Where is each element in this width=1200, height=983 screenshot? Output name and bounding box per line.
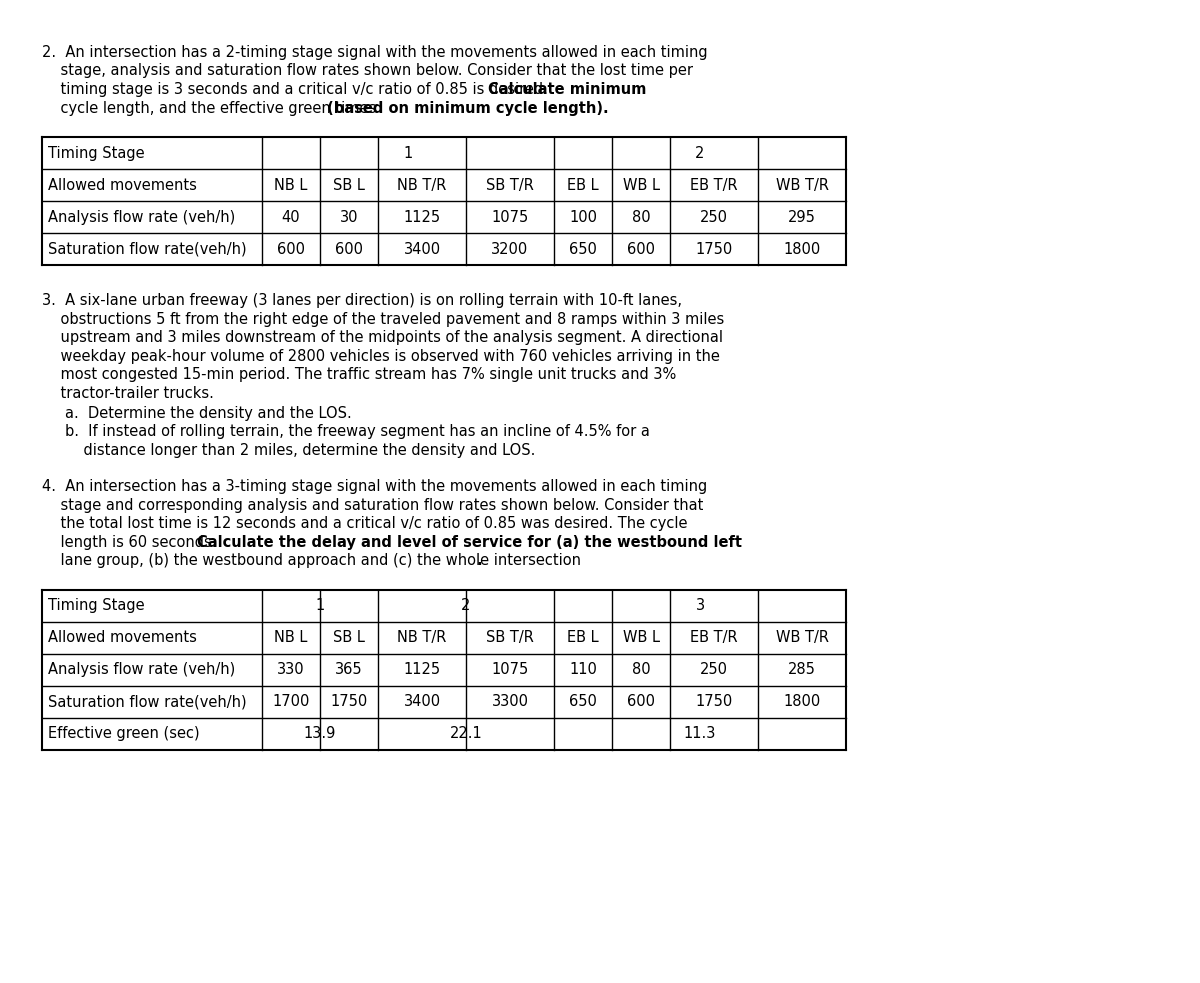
Text: 650: 650 — [569, 242, 596, 257]
Text: 1750: 1750 — [695, 695, 733, 710]
Text: 2: 2 — [461, 599, 470, 613]
Text: 3300: 3300 — [492, 695, 528, 710]
Text: 285: 285 — [788, 663, 816, 677]
Text: distance longer than 2 miles, determine the density and LOS.: distance longer than 2 miles, determine … — [65, 443, 535, 458]
Text: 1700: 1700 — [272, 695, 310, 710]
Text: 3200: 3200 — [491, 242, 529, 257]
Text: 2: 2 — [695, 145, 704, 160]
Text: SB T/R: SB T/R — [486, 178, 534, 193]
Text: 22.1: 22.1 — [450, 726, 482, 741]
Text: 4.  An intersection has a 3-timing stage signal with the movements allowed in ea: 4. An intersection has a 3-timing stage … — [42, 480, 707, 494]
Text: 295: 295 — [788, 209, 816, 224]
Text: 250: 250 — [700, 663, 728, 677]
Text: 3: 3 — [696, 599, 704, 613]
Text: NB T/R: NB T/R — [397, 630, 446, 646]
Text: stage, analysis and saturation flow rates shown below. Consider that the lost ti: stage, analysis and saturation flow rate… — [42, 64, 694, 79]
Text: 1: 1 — [403, 145, 413, 160]
Text: 80: 80 — [631, 663, 650, 677]
Text: 30: 30 — [340, 209, 359, 224]
Text: Allowed movements: Allowed movements — [48, 630, 197, 646]
Text: 110: 110 — [569, 663, 596, 677]
Text: Calculate the delay and level of service for (a) the westbound left: Calculate the delay and level of service… — [197, 535, 742, 550]
Text: 600: 600 — [335, 242, 364, 257]
Text: WB T/R: WB T/R — [775, 630, 828, 646]
Text: 100: 100 — [569, 209, 598, 224]
Text: most congested 15-min period. The traffic stream has 7% single unit trucks and 3: most congested 15-min period. The traffi… — [42, 367, 677, 382]
Text: 3400: 3400 — [403, 695, 440, 710]
Text: WB L: WB L — [623, 178, 660, 193]
Text: Calculate minimum: Calculate minimum — [488, 82, 647, 97]
Text: Timing Stage: Timing Stage — [48, 599, 145, 613]
Text: EB L: EB L — [568, 178, 599, 193]
Text: EB L: EB L — [568, 630, 599, 646]
Text: length is 60 seconds.: length is 60 seconds. — [42, 535, 221, 550]
Text: stage and corresponding analysis and saturation flow rates shown below. Consider: stage and corresponding analysis and sat… — [42, 498, 703, 513]
Text: 1075: 1075 — [491, 209, 529, 224]
Text: 1: 1 — [316, 599, 325, 613]
Text: cycle length, and the effective green times: cycle length, and the effective green ti… — [42, 100, 377, 115]
Text: SB L: SB L — [334, 630, 365, 646]
Text: a.  Determine the density and the LOS.: a. Determine the density and the LOS. — [65, 406, 352, 421]
Text: 1125: 1125 — [403, 663, 440, 677]
Text: WB L: WB L — [623, 630, 660, 646]
Text: 600: 600 — [628, 242, 655, 257]
Text: EB T/R: EB T/R — [690, 178, 738, 193]
Text: 1075: 1075 — [491, 663, 529, 677]
Text: EB T/R: EB T/R — [690, 630, 738, 646]
Text: the total lost time is 12 seconds and a critical v/c ratio of 0.85 was desired. : the total lost time is 12 seconds and a … — [42, 516, 688, 532]
Text: 13.9: 13.9 — [304, 726, 336, 741]
Text: SB T/R: SB T/R — [486, 630, 534, 646]
Text: NB L: NB L — [275, 178, 307, 193]
Text: obstructions 5 ft from the right edge of the traveled pavement and 8 ramps withi: obstructions 5 ft from the right edge of… — [42, 312, 725, 326]
Text: 3.  A six-lane urban freeway (3 lanes per direction) is on rolling terrain with : 3. A six-lane urban freeway (3 lanes per… — [42, 293, 682, 308]
Text: lane group, (b) the westbound approach and (c) the whole intersection: lane group, (b) the westbound approach a… — [42, 553, 581, 568]
Text: 2.  An intersection has a 2-timing stage signal with the movements allowed in ea: 2. An intersection has a 2-timing stage … — [42, 45, 708, 60]
Text: timing stage is 3 seconds and a critical v/c ratio of 0.85 is desired.: timing stage is 3 seconds and a critical… — [42, 82, 552, 97]
Text: 80: 80 — [631, 209, 650, 224]
Text: Timing Stage: Timing Stage — [48, 145, 145, 160]
Text: (based on minimum cycle length).: (based on minimum cycle length). — [322, 100, 608, 115]
Text: Analysis flow rate (veh/h): Analysis flow rate (veh/h) — [48, 209, 235, 224]
Text: NB T/R: NB T/R — [397, 178, 446, 193]
Text: SB L: SB L — [334, 178, 365, 193]
Text: Effective green (sec): Effective green (sec) — [48, 726, 199, 741]
Text: .: . — [476, 553, 482, 568]
Text: 1750: 1750 — [695, 242, 733, 257]
Text: 365: 365 — [335, 663, 362, 677]
Text: Analysis flow rate (veh/h): Analysis flow rate (veh/h) — [48, 663, 235, 677]
Text: 40: 40 — [282, 209, 300, 224]
Text: 1800: 1800 — [784, 242, 821, 257]
Text: 1750: 1750 — [330, 695, 367, 710]
Text: Allowed movements: Allowed movements — [48, 178, 197, 193]
Text: weekday peak-hour volume of 2800 vehicles is observed with 760 vehicles arriving: weekday peak-hour volume of 2800 vehicle… — [42, 349, 720, 364]
Text: NB L: NB L — [275, 630, 307, 646]
Text: 650: 650 — [569, 695, 596, 710]
Text: 330: 330 — [277, 663, 305, 677]
Text: 600: 600 — [628, 695, 655, 710]
Text: tractor-trailer trucks.: tractor-trailer trucks. — [42, 385, 214, 400]
Text: 1125: 1125 — [403, 209, 440, 224]
Text: 250: 250 — [700, 209, 728, 224]
Text: upstream and 3 miles downstream of the midpoints of the analysis segment. A dire: upstream and 3 miles downstream of the m… — [42, 330, 722, 345]
Text: 1800: 1800 — [784, 695, 821, 710]
Text: 3400: 3400 — [403, 242, 440, 257]
Text: Saturation flow rate(veh/h): Saturation flow rate(veh/h) — [48, 695, 247, 710]
Text: 11.3: 11.3 — [684, 726, 716, 741]
Text: b.  If instead of rolling terrain, the freeway segment has an incline of 4.5% fo: b. If instead of rolling terrain, the fr… — [65, 425, 650, 439]
Text: 600: 600 — [277, 242, 305, 257]
Text: Saturation flow rate(veh/h): Saturation flow rate(veh/h) — [48, 242, 247, 257]
Text: WB T/R: WB T/R — [775, 178, 828, 193]
